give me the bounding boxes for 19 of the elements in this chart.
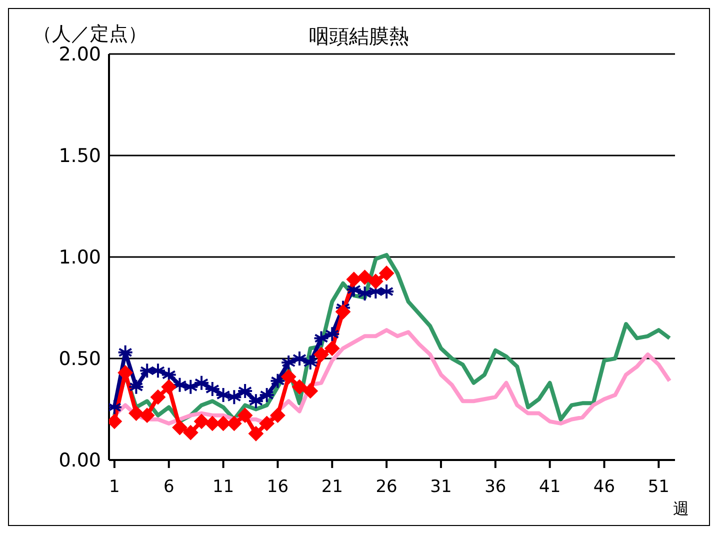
y-tick-label: 0.50 — [58, 348, 101, 370]
x-tick-label: 46 — [593, 477, 616, 498]
x-tick-label: 31 — [430, 477, 452, 498]
x-tick-label: 21 — [321, 477, 343, 498]
x-tick-label: 41 — [539, 477, 561, 498]
y-tick-label: 1.00 — [58, 246, 101, 269]
y-tick-label: 2.00 — [58, 44, 101, 66]
x-tick-label: 26 — [376, 477, 398, 498]
y-tick-label: 0.00 — [58, 450, 101, 472]
x-tick-label: 36 — [484, 477, 506, 498]
x-tick-label: 16 — [266, 477, 289, 498]
x-axis-title: 週 — [673, 499, 689, 520]
x-tick-label: 6 — [163, 477, 174, 498]
chart-title: 咽頭結膜熱 — [309, 24, 409, 48]
y-tick-label: 1.50 — [58, 145, 101, 168]
x-tick-label: 51 — [648, 477, 670, 498]
x-tick-label: 1 — [109, 477, 120, 498]
x-tick-label: 11 — [212, 477, 234, 498]
y-axis-title: （人／定点） — [33, 22, 147, 46]
